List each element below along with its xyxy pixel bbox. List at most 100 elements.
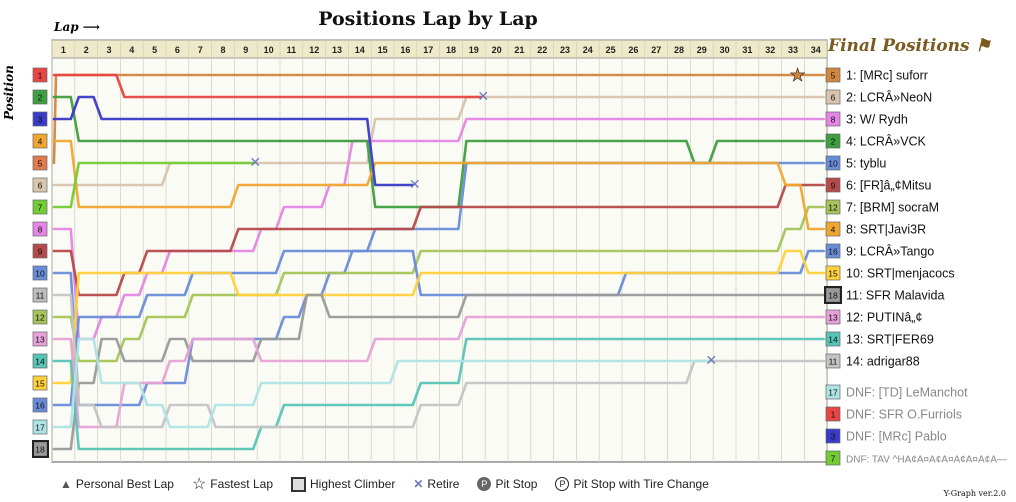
- highest-climber-marker: [32, 440, 49, 458]
- final-position-box: [825, 309, 841, 325]
- lap-tick-label: 20: [492, 45, 502, 55]
- position-tick-label: 10: [35, 269, 45, 279]
- lap-tick-label: 18: [446, 45, 456, 55]
- final-position-box: [825, 243, 841, 259]
- final-position-box: [825, 384, 841, 400]
- lap-tick-label: 11: [287, 45, 297, 55]
- final-position-box: [825, 177, 841, 193]
- final-start-number: 9: [831, 181, 836, 191]
- lap-tick-label: 19: [469, 45, 479, 55]
- lap-tick-label: 16: [400, 45, 410, 55]
- position-box: [32, 353, 48, 369]
- final-position-label: 6: [FR]â„¢Mitsu: [846, 179, 931, 193]
- square-icon: [291, 476, 306, 492]
- retire-marker: ✕: [477, 89, 489, 105]
- legend-item: ▲ Personal Best Lap: [60, 477, 174, 491]
- pit-icon: P: [477, 477, 492, 491]
- final-position-box: [825, 406, 841, 422]
- highest-climber-marker: [824, 286, 842, 304]
- position-tick-label: 2: [38, 93, 43, 103]
- legend-item: P Pit Stop: [477, 477, 537, 491]
- lap-tick-label: 14: [355, 45, 365, 55]
- lap-tick-label: 32: [765, 45, 775, 55]
- fastest-lap-marker: ★: [789, 65, 805, 86]
- lap-tick-label: 2: [84, 45, 89, 55]
- position-tick-label: 16: [35, 401, 45, 411]
- lap-tick-label: 15: [378, 45, 388, 55]
- lap-tick-label: 30: [720, 45, 730, 55]
- lap-tick-label: 33: [788, 45, 798, 55]
- final-position-label: 9: LCRÂ»Tango: [846, 244, 934, 259]
- final-start-number: 11: [829, 357, 838, 367]
- final-position-label: 4: LCRÂ»VCK: [846, 134, 927, 149]
- final-start-number: 8: [831, 115, 836, 125]
- position-tick-label: 9: [38, 247, 43, 257]
- series-line: [52, 249, 825, 385]
- position-box: [32, 309, 48, 325]
- legend-item: P Pit Stop with Tire Change: [555, 477, 709, 491]
- lap-tick-label: 1: [61, 45, 66, 55]
- position-tick-label: 15: [35, 379, 45, 389]
- legend-item: ✕ Retire: [413, 477, 460, 491]
- chart-legend: ▲ Personal Best Lap ☆ Fastest Lap Highest …: [60, 474, 709, 494]
- final-position-label: DNF: TAV ^HA¢A¤A¢A¤A¢A¤A¢A—: [846, 455, 1007, 466]
- final-position-box: [825, 221, 841, 237]
- final-position-box: [825, 67, 841, 83]
- lap-tick-label: 26: [628, 45, 638, 55]
- final-start-number: 3: [831, 432, 836, 442]
- final-start-number: 14: [828, 335, 838, 345]
- lap-tick-label: 8: [220, 45, 225, 55]
- final-position-box: [825, 155, 841, 171]
- arrow-right-icon: ⟶: [82, 20, 100, 34]
- final-start-number: 18: [828, 291, 838, 301]
- lap-tick-label: 13: [332, 45, 342, 55]
- final-start-number: 12: [828, 203, 838, 213]
- position-tick-label: 18: [35, 445, 45, 455]
- lap-tick-label: 25: [606, 45, 616, 55]
- retire-marker: ✕: [249, 155, 261, 171]
- final-position-label: 14: adrigar88: [846, 355, 920, 369]
- legend-item: Highest Climber: [291, 476, 395, 492]
- retire-marker: ✕: [409, 177, 421, 193]
- position-box: [32, 133, 48, 149]
- final-position-label: DNF: [TD] LeManchot: [846, 386, 968, 400]
- final-position-label: 7: [BRM] socraM: [846, 201, 939, 215]
- final-position-label: 13: SRT|FER69: [846, 333, 934, 347]
- final-position-label: 8: SRT|Javi3R: [846, 223, 926, 237]
- series-line: [52, 183, 825, 297]
- series-line: [52, 73, 825, 165]
- final-position-label: DNF: SFR O.Furriols: [846, 408, 962, 422]
- final-position-box: [825, 353, 841, 369]
- final-start-number: 5: [831, 71, 836, 81]
- position-tick-label: 11: [36, 291, 45, 301]
- final-position-label: 2: LCRÂ»NeoN: [846, 90, 932, 105]
- final-position-label: 12: PUTINâ„¢: [846, 311, 922, 325]
- pit-tire-icon: P: [555, 477, 570, 491]
- legend-item: ☆ Fastest Lap: [191, 476, 273, 493]
- lap-tick-label: 6: [175, 45, 180, 55]
- position-tick-label: 17: [35, 423, 45, 433]
- final-position-box: [825, 111, 841, 127]
- position-box: [32, 243, 48, 259]
- lap-tick-label: 3: [106, 45, 111, 55]
- final-position-box: [825, 199, 841, 215]
- position-box: [32, 111, 48, 127]
- final-position-box: [825, 331, 841, 347]
- final-position-box: [825, 265, 841, 281]
- position-box: [32, 89, 48, 105]
- lap-tick-label: 23: [560, 45, 570, 55]
- chart-title: Positions Lap by Lap: [318, 8, 538, 30]
- lap-tick-label: 12: [309, 45, 319, 55]
- final-start-number: 16: [828, 247, 838, 257]
- lap-tick-label: 31: [742, 45, 752, 55]
- final-position-label: 3: W/ Rydh: [846, 113, 908, 127]
- position-box: [32, 221, 48, 237]
- series-line: [52, 205, 825, 363]
- lap-tick-label: 29: [697, 45, 707, 55]
- final-start-number: 1: [831, 410, 836, 420]
- series-line: [52, 293, 825, 429]
- checkered-flag-icon: ⚑: [975, 36, 991, 56]
- position-box: [32, 67, 48, 83]
- position-box: [32, 287, 48, 303]
- final-start-number: 4: [831, 225, 836, 235]
